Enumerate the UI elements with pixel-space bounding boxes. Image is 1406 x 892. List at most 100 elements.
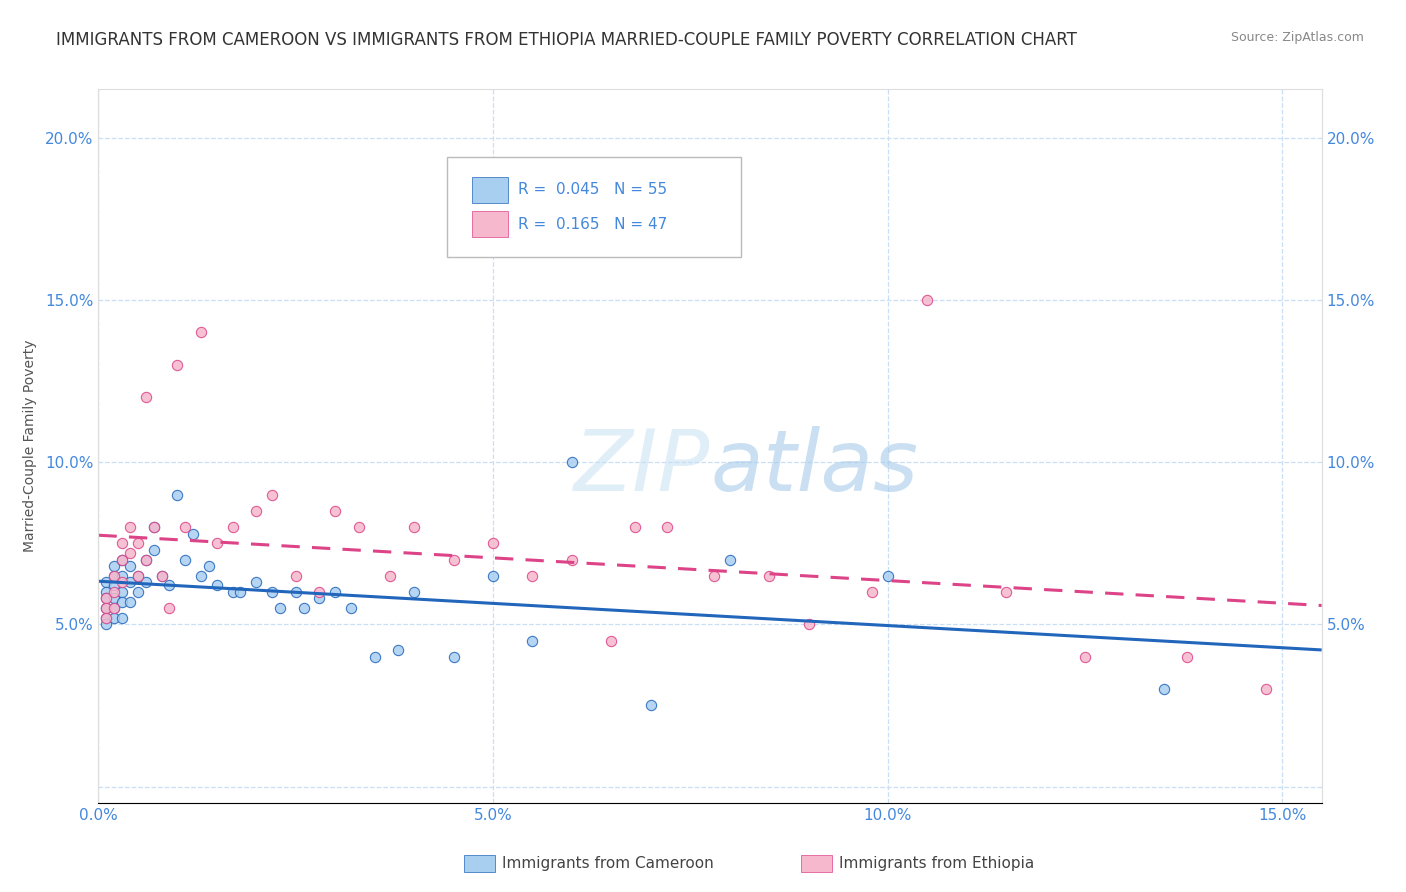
Point bbox=[150, 568, 173, 582]
Point bbox=[323, 504, 346, 518]
Point bbox=[111, 611, 134, 625]
Point bbox=[103, 578, 125, 592]
Point bbox=[103, 568, 125, 582]
Point bbox=[221, 520, 243, 534]
Point bbox=[561, 552, 583, 566]
Point bbox=[103, 611, 125, 625]
Point bbox=[127, 585, 149, 599]
Point bbox=[221, 585, 243, 599]
Point bbox=[135, 552, 157, 566]
Point bbox=[522, 568, 544, 582]
Point bbox=[103, 568, 125, 582]
Point bbox=[443, 649, 465, 664]
Point bbox=[387, 643, 409, 657]
Text: Immigrants from Ethiopia: Immigrants from Ethiopia bbox=[839, 856, 1035, 871]
Point bbox=[703, 568, 725, 582]
Point bbox=[118, 595, 141, 609]
Point bbox=[111, 552, 134, 566]
Point bbox=[111, 552, 134, 566]
Point bbox=[198, 559, 221, 574]
Text: R =  0.165   N = 47: R = 0.165 N = 47 bbox=[517, 217, 668, 232]
Text: Source: ZipAtlas.com: Source: ZipAtlas.com bbox=[1230, 31, 1364, 45]
Point bbox=[150, 568, 173, 582]
Point bbox=[229, 585, 252, 599]
Text: R =  0.045   N = 55: R = 0.045 N = 55 bbox=[517, 182, 666, 197]
Point bbox=[876, 568, 898, 582]
Point bbox=[404, 520, 426, 534]
Point bbox=[159, 601, 181, 615]
Point bbox=[96, 611, 118, 625]
Point bbox=[103, 559, 125, 574]
Point bbox=[96, 601, 118, 615]
Text: atlas: atlas bbox=[710, 425, 918, 509]
Point bbox=[284, 585, 307, 599]
Point bbox=[135, 552, 157, 566]
Text: Immigrants from Cameroon: Immigrants from Cameroon bbox=[502, 856, 714, 871]
Point bbox=[380, 568, 402, 582]
Point bbox=[103, 591, 125, 606]
Point bbox=[118, 559, 141, 574]
Point bbox=[111, 568, 134, 582]
Point bbox=[118, 546, 141, 560]
Point bbox=[118, 520, 141, 534]
Point bbox=[190, 568, 212, 582]
Point bbox=[96, 575, 118, 590]
Point bbox=[174, 520, 197, 534]
Point bbox=[111, 575, 134, 590]
Point bbox=[96, 617, 118, 632]
Point bbox=[260, 585, 283, 599]
Point bbox=[260, 488, 283, 502]
Text: IMMIGRANTS FROM CAMEROON VS IMMIGRANTS FROM ETHIOPIA MARRIED-COUPLE FAMILY POVER: IMMIGRANTS FROM CAMEROON VS IMMIGRANTS F… bbox=[56, 31, 1077, 49]
Point bbox=[96, 585, 118, 599]
Point bbox=[640, 698, 662, 713]
Bar bbox=[471, 177, 508, 202]
Point bbox=[655, 520, 678, 534]
Point bbox=[135, 575, 157, 590]
Point bbox=[561, 455, 583, 469]
Point bbox=[347, 520, 370, 534]
Point bbox=[308, 585, 330, 599]
Point bbox=[111, 536, 134, 550]
Point bbox=[190, 326, 212, 340]
Point bbox=[340, 601, 363, 615]
Point bbox=[127, 536, 149, 550]
Point bbox=[797, 617, 820, 632]
Point bbox=[142, 520, 165, 534]
Point bbox=[915, 293, 938, 307]
Y-axis label: Married-Couple Family Poverty: Married-Couple Family Poverty bbox=[22, 340, 37, 552]
Point bbox=[142, 542, 165, 557]
Point bbox=[111, 595, 134, 609]
Point bbox=[135, 390, 157, 404]
FancyBboxPatch shape bbox=[447, 157, 741, 257]
Point bbox=[103, 601, 125, 615]
Point bbox=[103, 601, 125, 615]
Point bbox=[482, 536, 505, 550]
Point bbox=[118, 575, 141, 590]
Point bbox=[323, 585, 346, 599]
Point bbox=[718, 552, 741, 566]
Point bbox=[96, 591, 118, 606]
Point bbox=[127, 568, 149, 582]
Point bbox=[166, 488, 188, 502]
Point bbox=[245, 504, 267, 518]
Point bbox=[600, 633, 623, 648]
Point bbox=[181, 526, 204, 541]
Point bbox=[1074, 649, 1097, 664]
Point bbox=[174, 552, 197, 566]
Point bbox=[142, 520, 165, 534]
Point bbox=[758, 568, 780, 582]
Point bbox=[404, 585, 426, 599]
Point bbox=[443, 552, 465, 566]
Point bbox=[127, 568, 149, 582]
Point bbox=[1153, 682, 1175, 697]
Point bbox=[292, 601, 315, 615]
Point bbox=[363, 649, 385, 664]
Point bbox=[245, 575, 267, 590]
Point bbox=[96, 591, 118, 606]
Point bbox=[522, 633, 544, 648]
Point bbox=[96, 601, 118, 615]
Text: ZIP: ZIP bbox=[574, 425, 710, 509]
Point bbox=[103, 585, 125, 599]
Point bbox=[308, 591, 330, 606]
Point bbox=[205, 536, 228, 550]
